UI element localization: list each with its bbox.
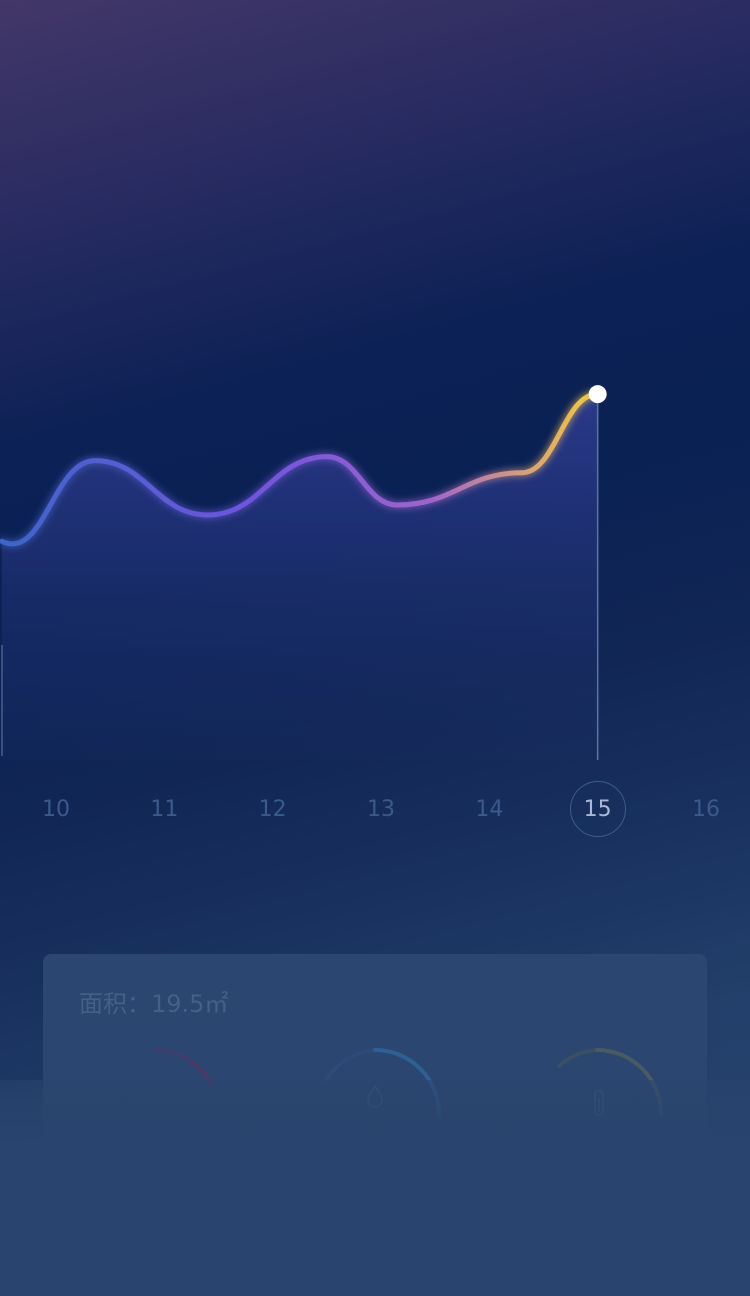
x-tick-14[interactable]: 14 <box>475 797 504 822</box>
x-tick-11[interactable]: 11 <box>150 797 179 822</box>
x-tick-13[interactable]: 13 <box>366 797 395 822</box>
x-tick-12[interactable]: 12 <box>258 797 287 822</box>
line-chart-area <box>1 394 598 760</box>
bottom-fade-overlay <box>0 1080 750 1296</box>
x-tick-10[interactable]: 10 <box>42 797 70 822</box>
line-chart <box>0 385 607 760</box>
x-tick-15[interactable]: 15 <box>569 781 626 837</box>
selected-point-marker[interactable] <box>588 385 607 404</box>
x-tick-16[interactable]: 16 <box>691 797 720 822</box>
line-chart-series <box>0 391 601 547</box>
area-label: 面积：19.5㎡ <box>79 990 229 1018</box>
